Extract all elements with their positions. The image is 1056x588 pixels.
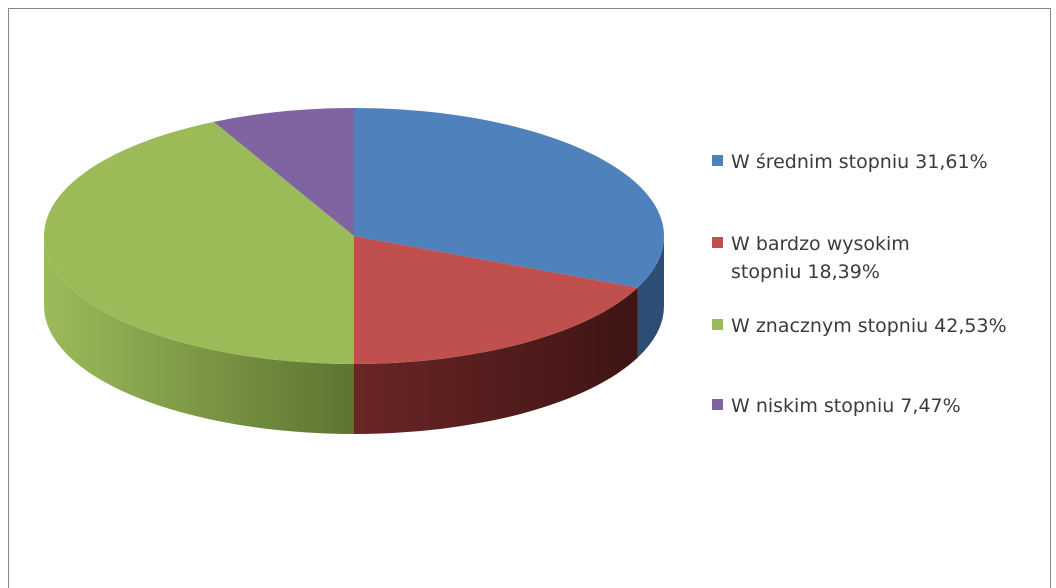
pie-slice-3 <box>213 108 354 236</box>
legend-label: W niskim stopniu 7,47% <box>731 395 961 417</box>
legend: W średnim stopniu 31,61% W bardzo wysoki… <box>712 0 1052 580</box>
legend-swatch <box>712 319 723 330</box>
legend-swatch <box>712 399 723 410</box>
legend-label: W znacznym stopniu 42,53% <box>731 315 1007 337</box>
pie-side-2 <box>44 236 354 434</box>
legend-item-znaczny: W znacznym stopniu 42,53% <box>712 312 1051 340</box>
pie-side-0 <box>637 236 664 358</box>
pie-slice-2 <box>43 121 354 365</box>
legend-swatch <box>712 237 723 248</box>
legend-item-bardzo-wysoki: W bardzo wysokim stopniu 18,39% <box>712 230 981 286</box>
pie-side-1 <box>354 287 638 434</box>
legend-item-niski: W niskim stopniu 7,47% <box>712 392 1051 420</box>
legend-item-sredni: W średnim stopniu 31,61% <box>712 148 1051 176</box>
legend-label: W bardzo wysokim stopniu 18,39% <box>731 233 910 283</box>
pie-top <box>43 108 665 365</box>
pie-sides <box>44 236 664 434</box>
pie-slice-1 <box>354 236 638 364</box>
pie-slice-0 <box>354 108 665 288</box>
legend-swatch <box>712 155 723 166</box>
legend-label: W średnim stopniu 31,61% <box>731 151 988 173</box>
